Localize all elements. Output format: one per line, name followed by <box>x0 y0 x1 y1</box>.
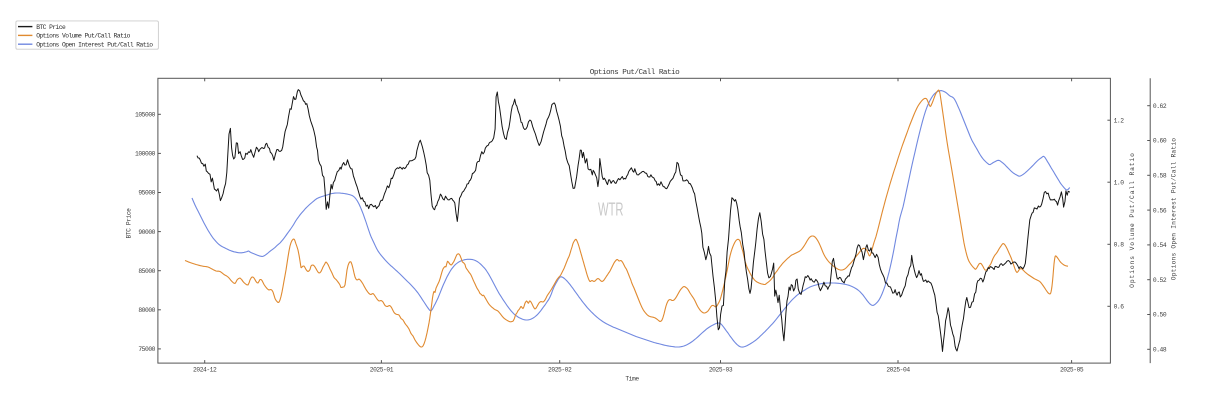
svg-text:105000: 105000 <box>135 112 156 119</box>
svg-text:2025-05: 2025-05 <box>1060 367 1084 374</box>
svg-text:2025-02: 2025-02 <box>548 367 572 374</box>
svg-text:Options Open Interest Put/Call: Options Open Interest Put/Call Ratio <box>1171 138 1178 281</box>
svg-text:100000: 100000 <box>135 151 156 158</box>
svg-text:1.2: 1.2 <box>1114 117 1125 124</box>
svg-text:2025-03: 2025-03 <box>709 367 733 374</box>
svg-text:2024-12: 2024-12 <box>193 367 217 374</box>
svg-text:Options Volume Put/Call Ratio: Options Volume Put/Call Ratio <box>1129 152 1136 288</box>
svg-text:0.6: 0.6 <box>1114 304 1125 311</box>
svg-text:0.56: 0.56 <box>1153 207 1167 214</box>
svg-text:2025-04: 2025-04 <box>886 367 910 374</box>
svg-text:0.62: 0.62 <box>1153 103 1167 110</box>
svg-text:0.54: 0.54 <box>1153 242 1167 249</box>
svg-text:75000: 75000 <box>138 346 155 353</box>
svg-text:2025-01: 2025-01 <box>370 367 394 374</box>
svg-text:0.60: 0.60 <box>1153 138 1167 145</box>
svg-text:Options Open Interest Put/Call: Options Open Interest Put/Call Ratio <box>36 42 153 49</box>
svg-text:0.8: 0.8 <box>1114 242 1125 249</box>
svg-text:1.0: 1.0 <box>1114 179 1125 186</box>
svg-text:0.50: 0.50 <box>1153 312 1167 319</box>
svg-text:Options Volume Put/Call Ratio: Options Volume Put/Call Ratio <box>36 33 130 40</box>
svg-text:80000: 80000 <box>138 307 155 314</box>
svg-text:95000: 95000 <box>138 190 155 197</box>
svg-text:BTC Price: BTC Price <box>36 24 66 31</box>
svg-text:90000: 90000 <box>138 229 155 236</box>
svg-text:Time: Time <box>625 376 639 383</box>
svg-text:85000: 85000 <box>138 268 155 275</box>
svg-text:0.58: 0.58 <box>1153 173 1167 180</box>
svg-text:Options Put/Call Ratio: Options Put/Call Ratio <box>590 69 680 77</box>
svg-text:0.52: 0.52 <box>1153 277 1167 284</box>
svg-text:WTR: WTR <box>598 200 624 220</box>
svg-text:0.48: 0.48 <box>1153 347 1167 354</box>
svg-text:BTC Price: BTC Price <box>126 208 133 239</box>
